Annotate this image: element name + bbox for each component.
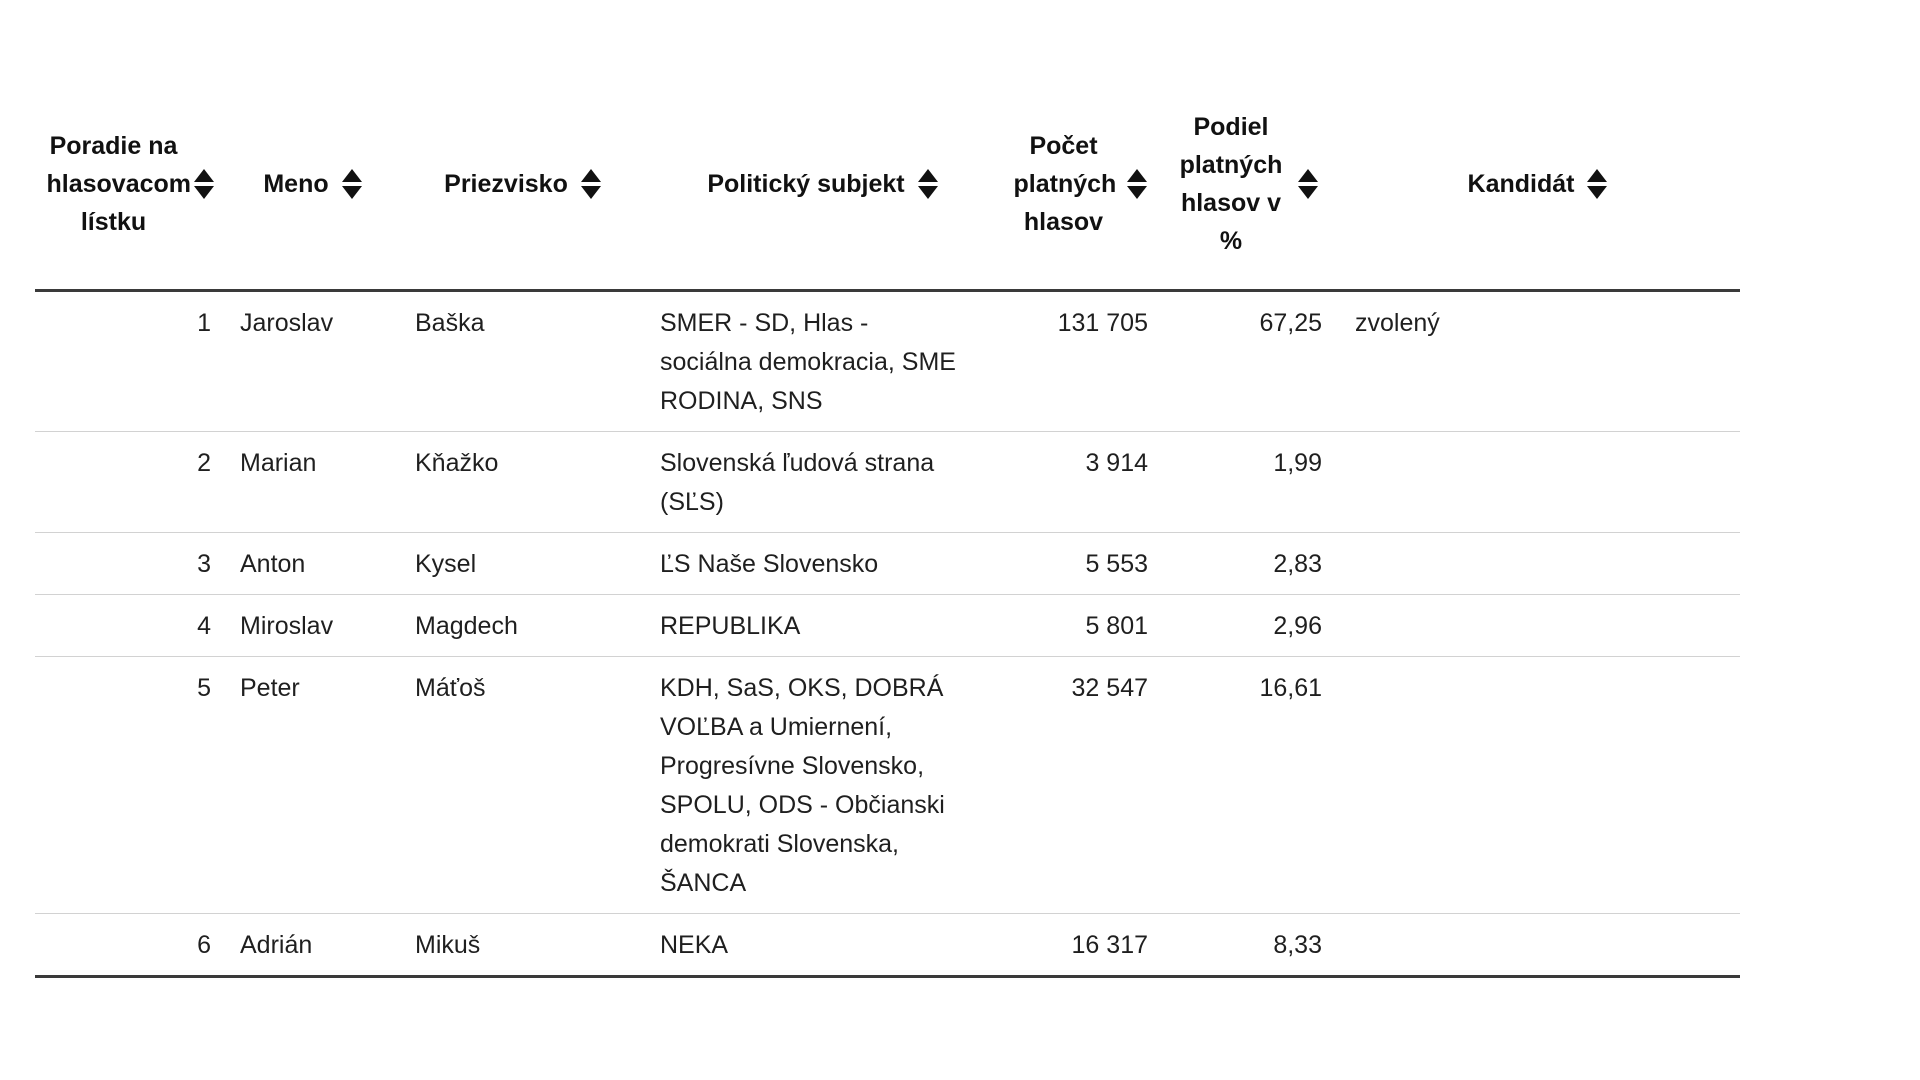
- sort-icon[interactable]: [1126, 169, 1147, 200]
- table-row: 5 Peter Máťoš KDH, SaS, OKS, DOBRÁ VOĽBA…: [35, 656, 1740, 914]
- sort-control-poradie[interactable]: Poradie na hlasovacom lístku: [39, 127, 221, 241]
- table-row: 3 Anton Kysel ĽS Naše Slovensko 5 553 2,…: [35, 532, 1740, 595]
- election-results-table: Poradie na hlasovacom lístku Meno Priezv…: [35, 80, 1740, 978]
- cell-podiel-hlasov: 2,83: [1160, 532, 1335, 595]
- column-header-label: Podiel platných hlasov v %: [1179, 113, 1283, 256]
- sort-control-pocet-hlasov[interactable]: Počet platných hlasov: [1004, 127, 1156, 241]
- table-header: Poradie na hlasovacom lístku Meno Priezv…: [35, 80, 1740, 292]
- cell-poradie: 1: [35, 290, 225, 432]
- column-header-kandidat: Kandidát: [1335, 80, 1740, 292]
- cell-meno: Anton: [225, 532, 400, 595]
- table-row: 4 Miroslav Magdech REPUBLIKA 5 801 2,96: [35, 594, 1740, 657]
- column-header-priezvisko: Priezvisko: [400, 80, 645, 292]
- cell-meno: Jaroslav: [225, 290, 400, 432]
- column-header-meno: Meno: [225, 80, 400, 292]
- cell-poradie: 6: [35, 913, 225, 978]
- sort-icon[interactable]: [193, 169, 214, 200]
- column-header-label: Kandidát: [1467, 170, 1575, 199]
- column-header-label: Poradie na hlasovacom lístku: [46, 132, 192, 237]
- column-header-poradie: Poradie na hlasovacom lístku: [35, 80, 225, 292]
- cell-podiel-hlasov: 67,25: [1160, 290, 1335, 432]
- cell-pocet-hlasov: 3 914: [1000, 431, 1160, 533]
- cell-pocet-hlasov: 131 705: [1000, 290, 1160, 432]
- column-header-politicky-subjekt: Politický subjekt: [645, 80, 1000, 292]
- cell-politicky-subjekt: NEKA: [645, 913, 1000, 978]
- cell-meno: Miroslav: [225, 594, 400, 657]
- column-header-label: Počet platných hlasov: [1013, 132, 1117, 237]
- sort-icon[interactable]: [917, 169, 938, 200]
- sort-control-priezvisko[interactable]: Priezvisko: [404, 165, 641, 203]
- cell-pocet-hlasov: 32 547: [1000, 656, 1160, 914]
- cell-kandidat: [1335, 594, 1740, 657]
- cell-podiel-hlasov: 8,33: [1160, 913, 1335, 978]
- cell-priezvisko: Kysel: [400, 532, 645, 595]
- cell-politicky-subjekt: ĽS Naše Slovensko: [645, 532, 1000, 595]
- cell-kandidat: zvolený: [1335, 290, 1740, 432]
- cell-priezvisko: Kňažko: [400, 431, 645, 533]
- cell-meno: Adrián: [225, 913, 400, 978]
- sort-icon[interactable]: [1587, 169, 1608, 200]
- table-row: 6 Adrián Mikuš NEKA 16 317 8,33: [35, 913, 1740, 978]
- cell-podiel-hlasov: 2,96: [1160, 594, 1335, 657]
- sort-control-podiel-hlasov[interactable]: Podiel platných hlasov v %: [1164, 108, 1331, 260]
- table-row: 2 Marian Kňažko Slovenská ľudová strana …: [35, 431, 1740, 533]
- cell-kandidat: [1335, 431, 1740, 533]
- cell-poradie: 4: [35, 594, 225, 657]
- cell-poradie: 3: [35, 532, 225, 595]
- column-header-label: Meno: [263, 170, 329, 199]
- results-page: Poradie na hlasovacom lístku Meno Priezv…: [35, 80, 1740, 978]
- cell-kandidat: [1335, 532, 1740, 595]
- cell-poradie: 5: [35, 656, 225, 914]
- cell-priezvisko: Magdech: [400, 594, 645, 657]
- cell-pocet-hlasov: 5 553: [1000, 532, 1160, 595]
- cell-pocet-hlasov: 5 801: [1000, 594, 1160, 657]
- sort-control-politicky-subjekt[interactable]: Politický subjekt: [649, 165, 996, 203]
- column-header-podiel-hlasov: Podiel platných hlasov v %: [1160, 80, 1335, 292]
- sort-control-kandidat[interactable]: Kandidát: [1339, 165, 1736, 203]
- cell-kandidat: [1335, 656, 1740, 914]
- cell-politicky-subjekt: SMER - SD, Hlas - sociálna demokracia, S…: [645, 290, 1000, 432]
- header-row: Poradie na hlasovacom lístku Meno Priezv…: [35, 80, 1740, 292]
- cell-priezvisko: Baška: [400, 290, 645, 432]
- cell-priezvisko: Máťoš: [400, 656, 645, 914]
- sort-icon[interactable]: [1298, 169, 1318, 200]
- cell-politicky-subjekt: Slovenská ľudová strana (SĽS): [645, 431, 1000, 533]
- cell-podiel-hlasov: 1,99: [1160, 431, 1335, 533]
- cell-politicky-subjekt: REPUBLIKA: [645, 594, 1000, 657]
- cell-kandidat: [1335, 913, 1740, 978]
- cell-podiel-hlasov: 16,61: [1160, 656, 1335, 914]
- table-body: 1 Jaroslav Baška SMER - SD, Hlas - sociá…: [35, 290, 1740, 978]
- cell-politicky-subjekt: KDH, SaS, OKS, DOBRÁ VOĽBA a Umiernení, …: [645, 656, 1000, 914]
- cell-priezvisko: Mikuš: [400, 913, 645, 978]
- table-row: 1 Jaroslav Baška SMER - SD, Hlas - sociá…: [35, 290, 1740, 432]
- sort-control-meno[interactable]: Meno: [229, 165, 396, 203]
- cell-meno: Marian: [225, 431, 400, 533]
- sort-icon[interactable]: [341, 169, 362, 200]
- column-header-label: Priezvisko: [444, 170, 568, 199]
- cell-poradie: 2: [35, 431, 225, 533]
- cell-meno: Peter: [225, 656, 400, 914]
- column-header-pocet-hlasov: Počet platných hlasov: [1000, 80, 1160, 292]
- column-header-label: Politický subjekt: [707, 170, 905, 199]
- cell-pocet-hlasov: 16 317: [1000, 913, 1160, 978]
- sort-icon[interactable]: [580, 169, 601, 200]
